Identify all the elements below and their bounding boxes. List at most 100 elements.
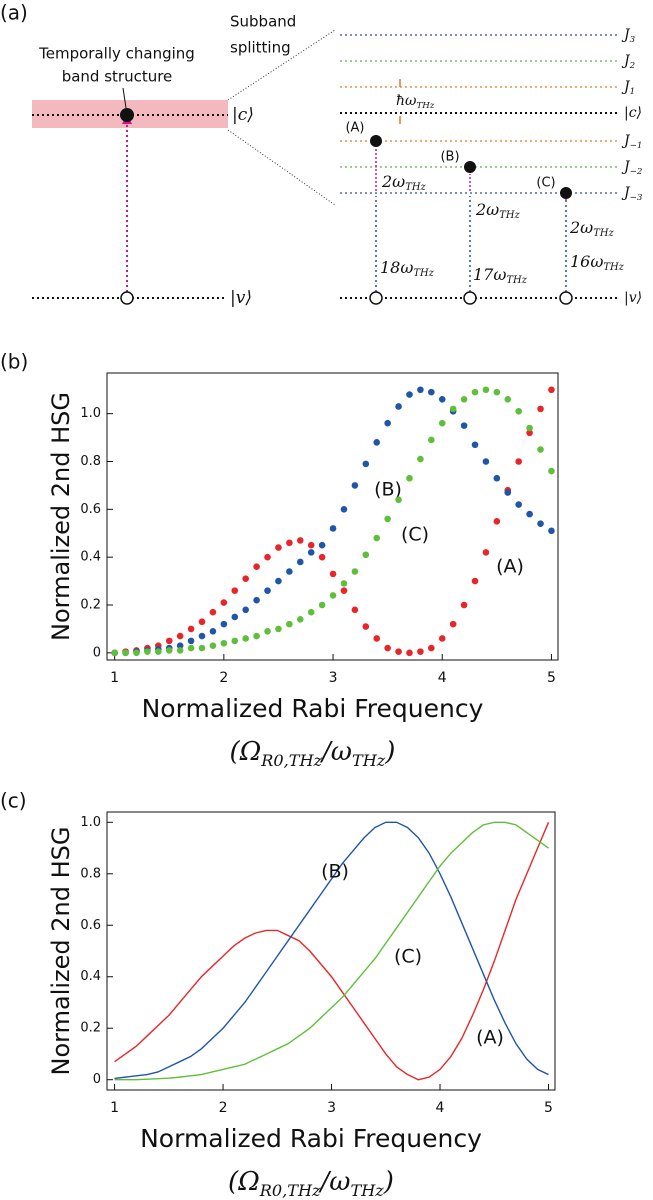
data-point	[537, 405, 544, 413]
text-part: 2ω	[381, 172, 405, 191]
subscript: THz	[506, 274, 527, 285]
data-point	[406, 474, 413, 482]
level-label: |c⟩	[624, 105, 642, 121]
subscript: 2	[629, 61, 636, 71]
data-point	[395, 496, 402, 504]
data-point	[296, 558, 304, 566]
data-point	[428, 436, 435, 444]
data-point	[373, 439, 381, 446]
data-point	[428, 644, 435, 652]
energy-label: 17ωTHz	[473, 265, 528, 286]
text-part: J	[621, 185, 631, 201]
data-point	[275, 625, 282, 633]
y-tick-label: 0.8	[80, 866, 101, 881]
text-part: 2ω	[569, 218, 593, 237]
y-tick-label: 0.6	[80, 502, 101, 517]
data-point	[329, 570, 337, 578]
series-label: (B)	[321, 861, 349, 883]
y-tick-label: 0.4	[80, 969, 101, 984]
data-point	[417, 455, 424, 463]
subscript: 3	[630, 35, 636, 45]
data-point	[373, 534, 381, 542]
data-point	[253, 632, 260, 640]
data-point	[275, 577, 282, 585]
data-point	[449, 620, 457, 628]
data-point	[307, 541, 315, 549]
data-point	[493, 474, 501, 482]
level-label: J−1	[621, 133, 642, 151]
data-point	[449, 405, 457, 413]
data-point	[242, 635, 249, 642]
level-label: |v⟩	[230, 288, 252, 308]
data-point	[253, 563, 260, 571]
text-part: J	[621, 133, 631, 149]
data-point	[537, 446, 544, 453]
data-point	[198, 618, 206, 626]
subscript: 1	[630, 87, 636, 97]
text-part: )	[384, 737, 395, 767]
data-point	[384, 515, 391, 523]
data-point	[482, 549, 490, 556]
data-point	[318, 541, 326, 549]
data-point	[351, 606, 359, 614]
energy-label: 18ωTHz	[380, 258, 435, 279]
data-point	[176, 642, 184, 649]
y-tick-label: 0.2	[80, 1021, 101, 1036]
text-part: 16ω	[570, 252, 603, 271]
data-point	[482, 386, 490, 394]
level-label: J−2	[621, 159, 643, 177]
x-tick-label: 1	[110, 670, 119, 686]
subscript: R0,THz	[259, 1180, 321, 1199]
data-point	[504, 489, 512, 496]
data-point	[438, 419, 446, 427]
x-tick-label: 1	[110, 1100, 119, 1116]
data-point	[428, 388, 435, 396]
subscript: −3	[630, 193, 643, 203]
series-label: (A)	[476, 1027, 504, 1049]
data-point	[264, 628, 271, 635]
data-point	[362, 623, 370, 630]
data-point	[340, 506, 348, 513]
data-point	[187, 644, 195, 652]
data-point	[264, 553, 271, 561]
energy-label: 16ωTHz	[570, 252, 625, 273]
data-point	[220, 599, 228, 606]
zoom-line	[227, 29, 336, 101]
level-label: J1	[621, 79, 635, 97]
subscript: −1	[630, 141, 643, 151]
data-point	[307, 608, 315, 616]
x-tick-label: 2	[219, 1100, 228, 1116]
data-point	[209, 608, 217, 616]
text-part: /ω	[319, 737, 352, 767]
transition-label: (B)	[440, 150, 459, 165]
data-point	[318, 553, 326, 561]
x-tick-label: 3	[327, 1100, 336, 1116]
data-point	[526, 424, 533, 432]
data-point	[504, 396, 512, 403]
data-point	[493, 388, 501, 396]
data-point	[296, 537, 304, 544]
data-point	[307, 549, 315, 556]
plot-frame	[106, 811, 556, 1091]
data-point	[275, 544, 282, 551]
data-point	[395, 648, 402, 655]
data-point	[460, 422, 468, 429]
data-point	[133, 649, 140, 657]
text-part: ħω	[396, 93, 417, 109]
data-point	[384, 419, 391, 427]
subscript: THz	[351, 1180, 385, 1199]
data-point	[438, 396, 446, 403]
x-tick-label: 4	[436, 1100, 445, 1116]
data-point	[242, 606, 249, 614]
y-tick-label: 0.4	[80, 550, 101, 565]
data-point	[362, 460, 370, 468]
subscript: THz	[603, 261, 624, 272]
data-point	[406, 649, 413, 657]
text-part: J	[621, 79, 631, 95]
text-part: J	[621, 53, 631, 69]
pointer	[122, 87, 127, 109]
x-tick-label: 2	[219, 670, 228, 686]
text-part: J	[621, 27, 631, 43]
data-point	[406, 391, 413, 398]
data-point	[296, 616, 304, 623]
